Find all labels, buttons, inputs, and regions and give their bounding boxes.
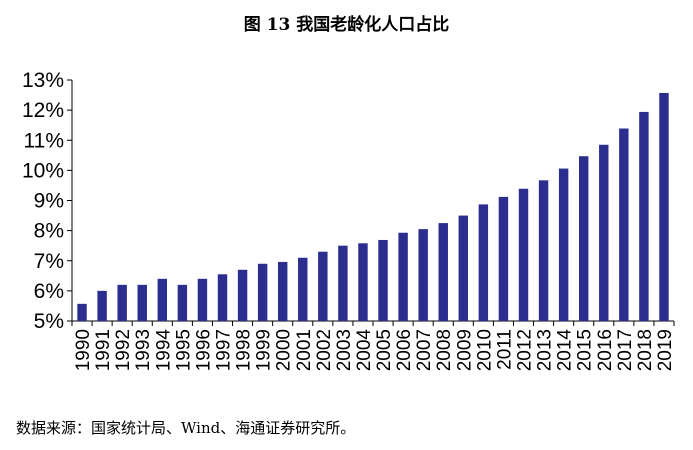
x-tick-label: 1998 (234, 329, 255, 371)
x-tick-label: 2017 (615, 329, 636, 371)
y-tick-label: 8% (34, 220, 64, 243)
bar-2008 (438, 223, 448, 321)
bar-1991 (97, 290, 107, 321)
x-tick-label: 2002 (314, 329, 335, 371)
bar-1994 (157, 278, 168, 321)
x-tick-label: 2006 (394, 329, 415, 371)
y-tick-label: 9% (34, 190, 64, 213)
bar-1995 (177, 284, 188, 321)
bar-2015 (578, 156, 589, 321)
bar-2000 (277, 261, 288, 321)
x-tick-label: 2005 (374, 329, 395, 371)
bar-1992 (117, 284, 127, 321)
bar-2005 (378, 239, 388, 321)
x-tick-label: 1994 (153, 329, 174, 372)
bar-2011 (498, 196, 509, 321)
x-tick-label: 1999 (254, 329, 275, 371)
x-tick-label: 2000 (274, 329, 295, 371)
bar-1996 (197, 278, 208, 321)
x-tick-label: 1997 (214, 329, 235, 371)
x-tick-label: 2008 (434, 329, 455, 371)
bar-2007 (418, 229, 428, 321)
bar-2009 (458, 215, 469, 321)
bar-2016 (599, 144, 609, 321)
y-tick-label: 12% (22, 99, 64, 122)
bar-2004 (358, 243, 368, 321)
bar-2002 (318, 251, 328, 321)
x-tick-label: 2010 (474, 329, 495, 371)
y-tick-label: 13% (22, 69, 64, 92)
y-tick-label: 6% (34, 280, 64, 303)
x-tick-label: 1990 (73, 329, 94, 371)
y-tick-label: 7% (34, 250, 64, 273)
bar-1998 (237, 269, 248, 321)
x-tick-label: 2018 (635, 329, 656, 371)
x-tick-label: 2003 (334, 329, 355, 371)
x-tick-label: 2016 (595, 329, 616, 371)
y-tick-label: 10% (22, 159, 64, 182)
bar-1990 (77, 303, 87, 321)
source-note: 数据来源：国家统计局、Wind、海通证券研究所。 (16, 419, 356, 437)
bar-1993 (137, 284, 147, 321)
x-tick-label: 2019 (655, 329, 676, 371)
x-tick-label: 2007 (414, 329, 435, 371)
x-tick-label: 1991 (93, 329, 114, 371)
x-tick-label: 2001 (294, 329, 315, 371)
x-tick-label: 2014 (555, 329, 576, 372)
x-tick-label: 2013 (535, 329, 556, 371)
x-tick-label: 1993 (133, 329, 154, 371)
bar-2013 (538, 180, 549, 321)
bar-1997 (217, 274, 228, 321)
y-tick-label: 11% (24, 129, 64, 152)
bar-1999 (257, 263, 268, 321)
x-tick-label: 2012 (515, 329, 536, 371)
x-tick-label: 2009 (454, 329, 475, 371)
y-tick-label: 5% (34, 310, 64, 333)
bar-2017 (619, 128, 629, 321)
bar-chart: 5%6%7%8%9%10%11%12%13%1990 1991 1992 1993 19… (22, 69, 676, 372)
x-tick-label: 1995 (173, 329, 194, 371)
bar-2006 (398, 232, 408, 321)
x-tick-label: 2011 (494, 329, 515, 370)
bar-2018 (639, 111, 649, 321)
x-tick-label: 2015 (575, 329, 596, 371)
bar-2001 (298, 257, 308, 321)
bar-2003 (338, 245, 348, 321)
bar-2014 (558, 168, 569, 321)
x-tick-label: 2004 (354, 329, 375, 372)
x-tick-label: 1996 (193, 329, 214, 371)
bar-2019 (659, 92, 669, 321)
x-tick-label: 1992 (113, 329, 134, 371)
chart-title: 图 13 我国老龄化人口占比 (243, 15, 450, 35)
bar-2010 (478, 204, 489, 321)
bar-2012 (518, 188, 529, 321)
